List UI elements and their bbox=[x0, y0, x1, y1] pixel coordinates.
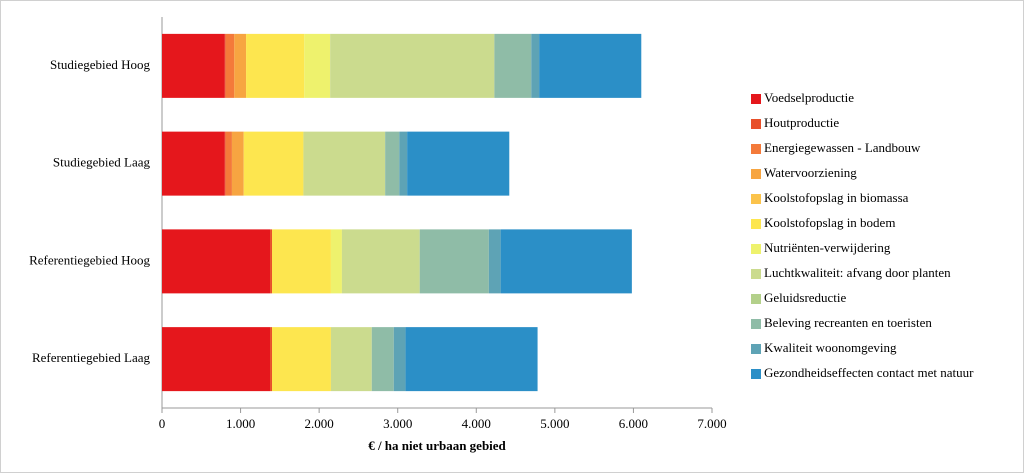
legend-swatch bbox=[751, 244, 761, 254]
legend-swatch bbox=[751, 219, 761, 229]
bar-segment bbox=[385, 131, 400, 196]
legend-label: Houtproductie bbox=[764, 115, 839, 130]
legend-swatch bbox=[751, 369, 761, 379]
bar-segment bbox=[225, 33, 235, 98]
bar-segment bbox=[162, 131, 225, 196]
y-tick-label: Studiegebied Hoog bbox=[50, 57, 151, 72]
legend-swatch bbox=[751, 269, 761, 279]
x-tick-label: 5.000 bbox=[540, 416, 569, 431]
legend-swatch bbox=[751, 194, 761, 204]
x-tick-label: 4.000 bbox=[462, 416, 491, 431]
legend-label: Energiegewassen - Landbouw bbox=[764, 140, 921, 155]
bar-segment bbox=[330, 229, 342, 294]
bar-segment bbox=[539, 33, 642, 98]
bar-segment bbox=[224, 131, 226, 196]
bar-segment bbox=[399, 131, 408, 196]
legend-label: Gezondheidseffecten contact met natuur bbox=[764, 365, 974, 380]
y-tick-label: Studiegebied Laag bbox=[53, 155, 151, 170]
bar-segment bbox=[371, 327, 394, 392]
y-tick-label: Referentiegebied Hoog bbox=[29, 252, 150, 267]
bar-segment bbox=[393, 327, 406, 392]
bar-segment bbox=[224, 33, 226, 98]
x-tick-label: 1.000 bbox=[226, 416, 255, 431]
bar-segment bbox=[500, 229, 632, 294]
bar-segment bbox=[488, 229, 501, 294]
bar-segment bbox=[270, 229, 272, 294]
bar-segment bbox=[162, 33, 225, 98]
bar-segment bbox=[341, 229, 420, 294]
bar-segment bbox=[304, 33, 331, 98]
legend-label: Kwaliteit woonomgeving bbox=[764, 340, 897, 355]
legend-label: Luchtkwaliteit: afvang door planten bbox=[764, 265, 951, 280]
bar-segment bbox=[272, 229, 331, 294]
bar-segment bbox=[494, 33, 532, 98]
y-tick-label: Referentiegebied Laag bbox=[32, 350, 151, 365]
bar-segment bbox=[231, 131, 244, 196]
bar-segment bbox=[407, 131, 510, 196]
legend-label: Nutriënten-verwijdering bbox=[764, 240, 891, 255]
bar-segment bbox=[243, 131, 304, 196]
legend-label: Koolstofopslag in bodem bbox=[764, 215, 895, 230]
legend-swatch bbox=[751, 94, 761, 104]
legend-label: Voedselproductie bbox=[764, 90, 854, 105]
x-tick-label: 6.000 bbox=[619, 416, 648, 431]
legend-swatch bbox=[751, 119, 761, 129]
legend-label: Beleving recreanten en toeristen bbox=[764, 315, 932, 330]
legend-label: Watervoorziening bbox=[764, 165, 857, 180]
bar-segment bbox=[162, 229, 271, 294]
bar-segment bbox=[270, 327, 272, 392]
bar-segment bbox=[303, 131, 386, 196]
legend-label: Koolstofopslag in biomassa bbox=[764, 190, 909, 205]
legend-label: Geluidsreductie bbox=[764, 290, 847, 305]
bar-segment bbox=[246, 33, 305, 98]
legend-swatch bbox=[751, 144, 761, 154]
legend-swatch bbox=[751, 294, 761, 304]
x-tick-label: 3.000 bbox=[383, 416, 412, 431]
bar-segment bbox=[330, 33, 495, 98]
bar-segment bbox=[272, 327, 331, 392]
x-tick-label: 7.000 bbox=[697, 416, 726, 431]
bar-segment bbox=[234, 33, 247, 98]
x-tick-label: 2.000 bbox=[305, 416, 334, 431]
x-tick-label: 0 bbox=[159, 416, 166, 431]
bar-segment bbox=[405, 327, 538, 392]
x-axis-title: € / ha niet urbaan gebied bbox=[368, 438, 506, 453]
bar-segment bbox=[330, 327, 372, 392]
bar-segment bbox=[162, 327, 271, 392]
legend-swatch bbox=[751, 344, 761, 354]
bar-segment bbox=[419, 229, 489, 294]
bar-segment bbox=[225, 131, 232, 196]
legend-swatch bbox=[751, 169, 761, 179]
legend-swatch bbox=[751, 319, 761, 329]
bar-segment bbox=[531, 33, 540, 98]
